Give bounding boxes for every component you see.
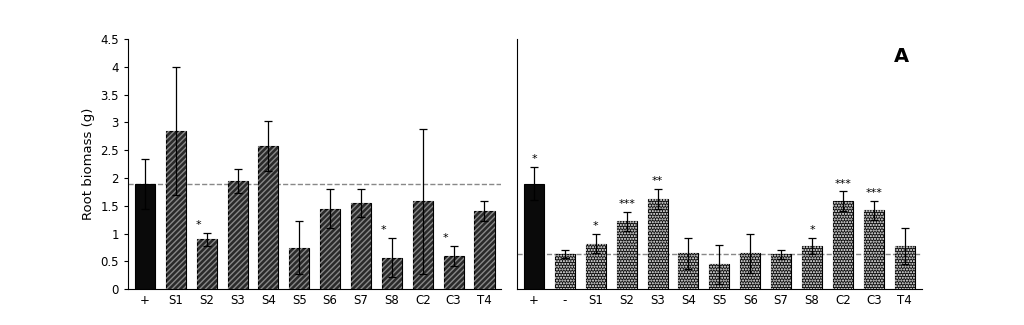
Bar	[166, 131, 186, 289]
Bar	[616, 221, 637, 289]
Bar	[289, 248, 309, 289]
Bar	[616, 221, 637, 289]
Bar	[833, 202, 853, 289]
Text: *: *	[809, 225, 815, 235]
Bar	[351, 203, 371, 289]
Text: *: *	[196, 220, 201, 230]
Bar	[474, 211, 495, 289]
Text: ***: ***	[618, 199, 635, 209]
Bar	[802, 246, 822, 289]
Bar	[833, 202, 853, 289]
Bar	[258, 146, 279, 289]
Bar	[197, 239, 217, 289]
Bar	[586, 244, 606, 289]
Bar	[895, 246, 914, 289]
Text: ***: ***	[835, 179, 851, 188]
Bar	[802, 246, 822, 289]
Bar	[474, 211, 495, 289]
Text: A: A	[894, 46, 909, 66]
Bar	[678, 253, 698, 289]
Bar	[382, 257, 402, 289]
Bar	[678, 253, 698, 289]
Bar	[863, 210, 884, 289]
Bar	[740, 253, 760, 289]
Bar	[227, 181, 248, 289]
Bar	[555, 254, 574, 289]
Bar	[895, 246, 914, 289]
Bar	[863, 210, 884, 289]
Bar	[771, 254, 792, 289]
Bar	[555, 254, 574, 289]
Bar	[740, 253, 760, 289]
Bar	[586, 244, 606, 289]
Bar	[524, 184, 544, 289]
Bar	[413, 202, 433, 289]
Text: ***: ***	[865, 188, 882, 198]
Bar	[135, 184, 155, 289]
Text: *: *	[531, 154, 537, 164]
Bar	[647, 199, 668, 289]
Text: *: *	[381, 225, 386, 235]
Bar	[321, 209, 340, 289]
Bar	[166, 131, 186, 289]
Bar	[443, 256, 464, 289]
Text: **: **	[652, 176, 664, 186]
Bar	[227, 181, 248, 289]
Bar	[351, 203, 371, 289]
Bar	[710, 264, 729, 289]
Bar	[710, 264, 729, 289]
Bar	[321, 209, 340, 289]
Bar	[771, 254, 792, 289]
Y-axis label: Root biomass (g): Root biomass (g)	[82, 108, 95, 220]
Bar	[258, 146, 279, 289]
Text: *: *	[593, 221, 599, 231]
Bar	[647, 199, 668, 289]
Text: *: *	[442, 233, 447, 243]
Bar	[197, 239, 217, 289]
Bar	[382, 257, 402, 289]
Bar	[443, 256, 464, 289]
Bar	[289, 248, 309, 289]
Bar	[413, 202, 433, 289]
